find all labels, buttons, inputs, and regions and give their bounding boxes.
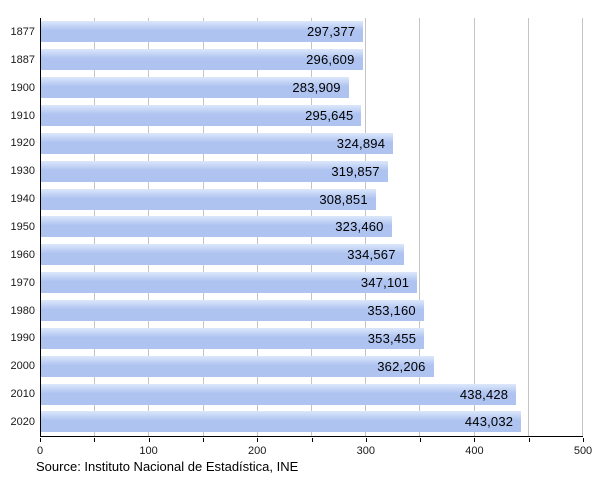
x-axis-tick (474, 438, 476, 442)
bar-rows: 1877 297,377 1887 296,609 1900 283,909 1910 295… (11, 18, 583, 436)
bar-row: 2010 438,428 (11, 380, 583, 408)
bar: 295,645 (41, 105, 362, 126)
y-axis-label: 1900 (10, 81, 35, 94)
bar-row: 1960 334,567 (11, 241, 583, 269)
bar-row: 1970 347,101 (11, 269, 583, 297)
bar: 296,609 (41, 49, 363, 71)
bar: 297,377 (41, 21, 364, 43)
x-axis-tick (202, 438, 204, 442)
bar-value-label: 323,460 (335, 219, 384, 235)
y-axis-label: 1930 (10, 165, 35, 178)
y-axis-label: 1960 (10, 248, 35, 261)
y-axis-label: 1920 (10, 137, 35, 150)
gridline (582, 18, 583, 436)
x-axis: 0 100 200 300 400 500 (36, 438, 592, 462)
y-axis-label: 1887 (10, 53, 35, 66)
plot-area: 1877 297,377 1887 296,609 1900 283,909 1910 295… (11, 18, 583, 437)
bar: 438,428 (41, 383, 517, 405)
bar: 353,455 (41, 327, 425, 349)
bar: 362,206 (41, 355, 434, 377)
bar: 308,851 (41, 188, 376, 210)
x-axis-tick (311, 438, 313, 442)
y-axis-label: 1990 (10, 332, 35, 345)
x-axis-tick (528, 438, 530, 442)
bar-row: 1950 323,460 (11, 213, 583, 241)
source-text: Source: Instituto Nacional de Estadístic… (36, 459, 299, 474)
bar-row: 1910 295,645 (11, 102, 583, 130)
bar-value-label: 283,909 (292, 80, 341, 96)
bar-value-label: 438,428 (459, 386, 509, 402)
bar-row: 1920 324,894 (11, 129, 583, 157)
bar-row: 1980 353,160 (11, 297, 583, 325)
gridline (419, 18, 421, 436)
bar-value-label: 319,857 (331, 163, 380, 179)
bar-value-label: 308,851 (319, 191, 368, 207)
bar: 347,101 (41, 272, 418, 294)
x-axis-tick (420, 438, 422, 442)
x-axis-tick-label: 400 (465, 445, 484, 457)
bar-value-label: 297,377 (306, 24, 356, 40)
y-axis-label: 2020 (10, 415, 35, 428)
bar: 334,567 (41, 244, 404, 266)
bar-value-label: 353,455 (367, 330, 417, 346)
bar-row: 1930 319,857 (11, 157, 583, 185)
bar-row: 1990 353,455 (11, 324, 583, 352)
x-axis-tick (365, 438, 367, 442)
bar-value-label: 324,894 (336, 135, 386, 151)
gridline (527, 18, 529, 436)
x-axis-tick (257, 438, 259, 442)
bar-row: 1877 297,377 (11, 18, 583, 46)
x-axis-tick-label: 0 (36, 445, 44, 457)
y-axis-label: 1877 (10, 25, 35, 38)
x-axis-tick-label: 300 (356, 445, 375, 457)
bar-row: 1940 308,851 (11, 185, 583, 213)
x-axis-tick-label: 100 (139, 445, 158, 457)
x-axis-tick-label: 500 (573, 445, 593, 457)
bar-row: 2000 362,206 (11, 352, 583, 380)
bar: 353,160 (41, 300, 424, 322)
x-axis-tick (40, 438, 41, 442)
bar: 324,894 (41, 132, 394, 154)
bar: 283,909 (41, 77, 349, 99)
bar-value-label: 295,645 (305, 108, 354, 123)
y-axis-label: 1970 (10, 276, 35, 289)
y-axis-label: 1950 (10, 220, 35, 233)
y-axis-label: 1910 (10, 109, 35, 122)
x-axis-tick (94, 438, 96, 442)
bar-value-label: 362,206 (377, 358, 426, 374)
gridline (473, 18, 475, 436)
x-axis-tick-label: 200 (248, 445, 267, 457)
y-axis-label: 1980 (10, 304, 35, 317)
bar-value-label: 443,032 (464, 414, 514, 430)
bar-value-label: 353,160 (367, 303, 416, 319)
x-axis-tick (583, 438, 584, 442)
bar-row: 1887 296,609 (11, 46, 583, 74)
y-axis-label: 1940 (10, 193, 35, 206)
bar-value-label: 347,101 (360, 275, 410, 291)
bar: 323,460 (41, 216, 392, 238)
bar-row: 2020 443,032 (11, 408, 583, 436)
y-axis-label: 2010 (10, 388, 35, 401)
bar-value-label: 334,567 (347, 247, 396, 263)
y-axis-label: 2000 (10, 360, 35, 373)
bar: 443,032 (41, 411, 522, 433)
bar-row: 1900 283,909 (11, 74, 583, 102)
x-axis-tick (148, 438, 150, 442)
bar-value-label: 296,609 (306, 52, 355, 68)
bar: 319,857 (41, 160, 388, 182)
